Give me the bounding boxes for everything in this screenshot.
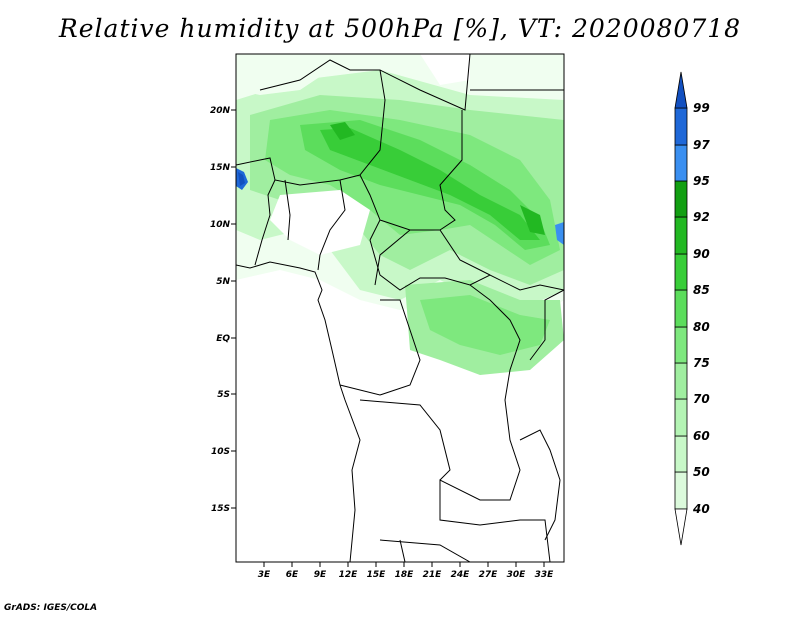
lon-label: 21E xyxy=(423,570,443,580)
colorbar-box-97-99 xyxy=(674,107,688,146)
colorbar-box-75-80 xyxy=(674,326,688,364)
colorbar-box-40-50 xyxy=(674,471,688,510)
colorbar-level: 50 xyxy=(693,465,710,479)
colorbar-level: 92 xyxy=(693,210,710,224)
colorbar-level: 85 xyxy=(693,283,710,297)
lon-label: 18E xyxy=(395,570,415,580)
lon-label: 24E xyxy=(451,570,471,580)
lon-label: 3E xyxy=(258,570,271,580)
colorbar-level: 97 xyxy=(693,138,710,152)
colorbar-box-95-97 xyxy=(674,144,688,182)
colorbar-level: 95 xyxy=(693,174,710,188)
colorbar-box-60-70 xyxy=(674,398,688,437)
colorbar-box-92-95 xyxy=(674,180,688,218)
colorbar-level: 99 xyxy=(693,101,710,115)
lon-label: 15E xyxy=(367,570,387,580)
lat-label: 5S xyxy=(217,390,230,400)
colorbar-over-triangle xyxy=(674,71,688,109)
lat-label: 10S xyxy=(211,447,230,457)
lon-label: 27E xyxy=(479,570,499,580)
lat-label: 15S xyxy=(211,504,230,514)
colorbar-box-50-60 xyxy=(674,435,688,473)
lat-label: EQ xyxy=(216,334,230,344)
lat-label: 10N xyxy=(210,220,231,230)
colorbar-under-triangle xyxy=(674,508,688,546)
lon-label: 12E xyxy=(339,570,359,580)
colorbar-level: 75 xyxy=(693,356,710,370)
chart-title: Relative humidity at 500hPa [%], VT: 202… xyxy=(58,14,742,43)
axis-ticks xyxy=(231,109,545,567)
colorbar-level: 60 xyxy=(693,429,710,443)
grads-credit: GrADS: IGES/COLA xyxy=(4,603,98,613)
colorbar-box-90-92 xyxy=(674,216,688,255)
lon-label: 30E xyxy=(507,570,527,580)
lat-label: 5N xyxy=(216,277,230,287)
lon-label: 6E xyxy=(286,570,299,580)
lon-label: 33E xyxy=(535,570,555,580)
lat-label: 15N xyxy=(210,163,231,173)
colorbar-level: 70 xyxy=(693,392,710,406)
lat-label: 20N xyxy=(210,106,231,116)
colorbar-box-70-75 xyxy=(674,362,688,400)
country-borders xyxy=(236,54,564,562)
colorbar: 40 50 60 70 75 80 85 90 92 95 97 99 xyxy=(674,71,710,546)
colorbar-level: 40 xyxy=(692,502,710,516)
colorbar-box-80-85 xyxy=(674,289,688,328)
colorbar-level: 90 xyxy=(693,247,710,261)
lon-label: 9E xyxy=(314,570,327,580)
map-frame xyxy=(235,53,565,563)
colorbar-level: 80 xyxy=(693,320,710,334)
colorbar-box-85-90 xyxy=(674,253,688,291)
